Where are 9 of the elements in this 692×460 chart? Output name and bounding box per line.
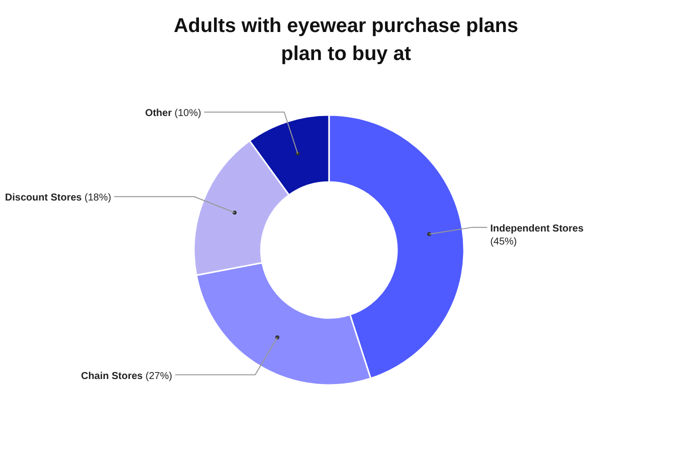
slice-label: Chain Stores xyxy=(81,370,144,382)
slice-label: Independent Stores xyxy=(490,223,584,234)
slice-label: Other xyxy=(145,108,172,120)
data-label: (18%) xyxy=(82,192,112,204)
data-label: (45%) xyxy=(490,236,517,248)
chart-title: Adults with eyewear purchase plans plan to buy at xyxy=(174,15,518,65)
data-label: (27%) xyxy=(142,370,172,382)
slice-label: Discount Stores xyxy=(5,192,82,204)
data-label: (10%) xyxy=(172,108,202,120)
